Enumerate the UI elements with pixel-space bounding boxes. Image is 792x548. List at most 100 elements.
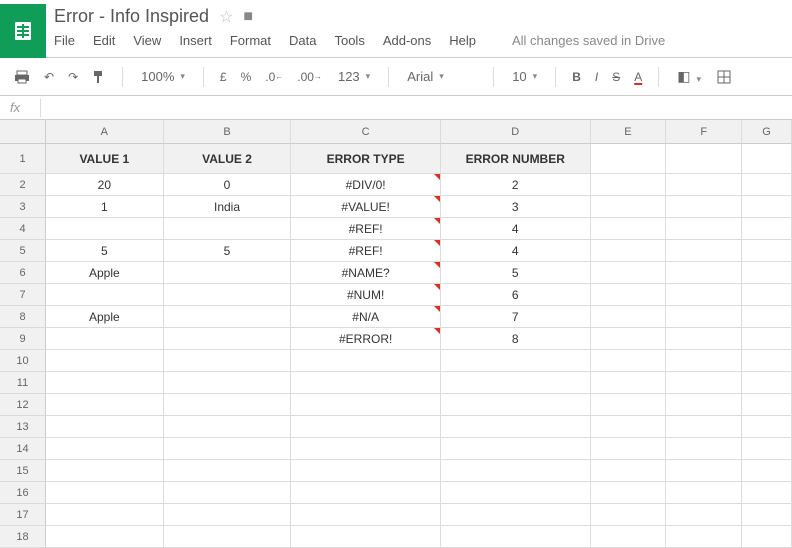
cell[interactable]: 5	[164, 240, 292, 262]
menu-file[interactable]: File	[54, 33, 75, 48]
row-header[interactable]: 2	[0, 174, 46, 196]
cell[interactable]	[591, 218, 667, 240]
row-header[interactable]: 1	[0, 144, 46, 174]
cell[interactable]: ERROR TYPE	[291, 144, 441, 174]
cell[interactable]	[164, 526, 292, 548]
cell[interactable]	[164, 438, 292, 460]
col-header-b[interactable]: B	[164, 120, 292, 144]
cell[interactable]	[742, 196, 792, 218]
row-header[interactable]: 8	[0, 306, 46, 328]
cell[interactable]	[441, 504, 591, 526]
cell[interactable]	[591, 306, 667, 328]
cell[interactable]	[666, 482, 742, 504]
cell[interactable]: Apple	[46, 262, 164, 284]
cell[interactable]	[164, 416, 292, 438]
cell[interactable]: ERROR NUMBER	[441, 144, 591, 174]
cell[interactable]: #ERROR!	[291, 328, 441, 350]
cell[interactable]: #VALUE!	[291, 196, 441, 218]
cell[interactable]	[164, 218, 292, 240]
cell[interactable]	[46, 526, 164, 548]
bold-button[interactable]: B	[568, 68, 585, 86]
text-color-button[interactable]: A	[630, 68, 646, 86]
cell[interactable]: 20	[46, 174, 164, 196]
row-header[interactable]: 11	[0, 372, 46, 394]
cell[interactable]	[46, 460, 164, 482]
cell[interactable]	[441, 482, 591, 504]
cell[interactable]	[742, 372, 792, 394]
cell[interactable]	[291, 482, 441, 504]
cell[interactable]	[441, 350, 591, 372]
cell[interactable]	[666, 526, 742, 548]
cell[interactable]: #REF!	[291, 218, 441, 240]
row-header[interactable]: 4	[0, 218, 46, 240]
cell[interactable]: 3	[441, 196, 591, 218]
cell[interactable]	[591, 394, 667, 416]
menu-tools[interactable]: Tools	[334, 33, 364, 48]
row-header[interactable]: 16	[0, 482, 46, 504]
menu-format[interactable]: Format	[230, 33, 271, 48]
cell[interactable]	[591, 240, 667, 262]
cell[interactable]	[666, 438, 742, 460]
cell[interactable]	[666, 174, 742, 196]
cell[interactable]	[46, 482, 164, 504]
col-header-g[interactable]: G	[742, 120, 792, 144]
cell[interactable]: #N/A	[291, 306, 441, 328]
sheets-logo[interactable]	[0, 4, 46, 58]
cell[interactable]: 0	[164, 174, 292, 196]
cell[interactable]	[591, 504, 667, 526]
cell[interactable]	[591, 482, 667, 504]
menu-help[interactable]: Help	[449, 33, 476, 48]
cell[interactable]	[591, 526, 667, 548]
font-dropdown[interactable]: Arial	[401, 67, 481, 86]
row-header[interactable]: 5	[0, 240, 46, 262]
format-123-dropdown[interactable]: 123	[332, 67, 376, 86]
cell[interactable]	[441, 526, 591, 548]
cell[interactable]	[46, 372, 164, 394]
cell[interactable]	[164, 460, 292, 482]
cell[interactable]	[742, 328, 792, 350]
cell[interactable]	[46, 394, 164, 416]
cell[interactable]	[742, 394, 792, 416]
menu-view[interactable]: View	[133, 33, 161, 48]
zoom-dropdown[interactable]: 100%	[135, 67, 191, 86]
cell[interactable]	[46, 438, 164, 460]
cell[interactable]: #DIV/0!	[291, 174, 441, 196]
cell[interactable]	[666, 350, 742, 372]
cell[interactable]: 6	[441, 284, 591, 306]
cell[interactable]: Apple	[46, 306, 164, 328]
font-size-dropdown[interactable]: 10	[506, 67, 543, 86]
cell[interactable]: India	[164, 196, 292, 218]
cell[interactable]	[666, 284, 742, 306]
cell[interactable]	[591, 460, 667, 482]
cell[interactable]	[742, 460, 792, 482]
cell[interactable]	[46, 416, 164, 438]
col-header-d[interactable]: D	[441, 120, 591, 144]
cell[interactable]	[742, 526, 792, 548]
row-header[interactable]: 7	[0, 284, 46, 306]
row-header[interactable]: 14	[0, 438, 46, 460]
cell[interactable]	[591, 372, 667, 394]
row-header[interactable]: 6	[0, 262, 46, 284]
cell[interactable]: #NUM!	[291, 284, 441, 306]
cell[interactable]	[742, 306, 792, 328]
cell[interactable]: 7	[441, 306, 591, 328]
cell[interactable]: 2	[441, 174, 591, 196]
cell[interactable]	[46, 284, 164, 306]
cell[interactable]	[164, 504, 292, 526]
star-icon[interactable]: ☆	[219, 7, 233, 27]
cell[interactable]	[591, 416, 667, 438]
cell[interactable]	[591, 174, 667, 196]
cell[interactable]: 4	[441, 218, 591, 240]
select-all-corner[interactable]	[0, 120, 46, 144]
cell[interactable]	[291, 504, 441, 526]
row-header[interactable]: 17	[0, 504, 46, 526]
cell[interactable]	[441, 416, 591, 438]
cell[interactable]: 5	[441, 262, 591, 284]
cell[interactable]	[46, 218, 164, 240]
cell[interactable]: VALUE 2	[164, 144, 292, 174]
redo-icon[interactable]: ↷	[64, 68, 82, 86]
cell[interactable]	[164, 306, 292, 328]
cell[interactable]	[291, 394, 441, 416]
cell[interactable]	[441, 460, 591, 482]
italic-button[interactable]: I	[591, 68, 602, 86]
